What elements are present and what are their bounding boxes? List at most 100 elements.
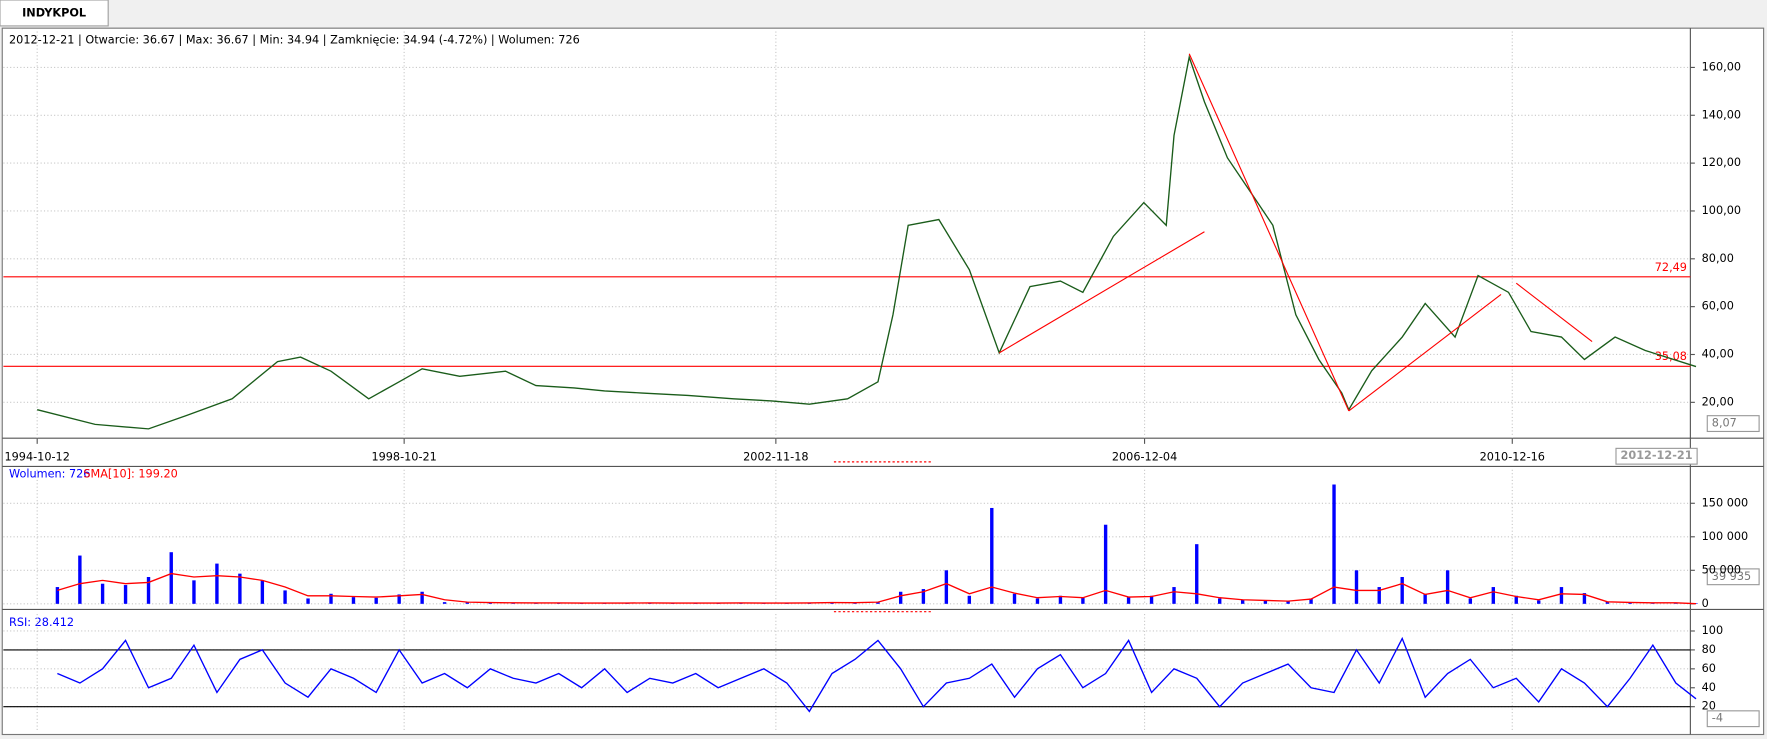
- series-line: [57, 572, 1697, 605]
- series-line: [57, 636, 1697, 713]
- volume-bar: [1377, 587, 1381, 604]
- volume-bar: [1354, 570, 1359, 604]
- volume-bar: [1058, 595, 1063, 604]
- y-tick-label: 0: [1702, 597, 1709, 610]
- badge-box: [1706, 415, 1760, 433]
- volume-bar: [1081, 597, 1085, 604]
- volume-bar: [442, 602, 447, 604]
- volume-bar: [1605, 601, 1610, 604]
- badge-box: [1706, 568, 1760, 586]
- volume-bar: [169, 552, 173, 604]
- volume-bar: [1195, 544, 1199, 604]
- y-tick-label: 100: [1702, 624, 1723, 637]
- volume-bar: [238, 573, 242, 604]
- volume-bar: [898, 591, 903, 604]
- volume-bar: [1309, 598, 1313, 604]
- volume-bar: [1103, 524, 1108, 604]
- volume-bar: [260, 580, 265, 604]
- y-tick-label: 20: [1702, 700, 1716, 713]
- volume-bar: [1628, 602, 1632, 604]
- y-tick-label: 60,00: [1702, 300, 1734, 313]
- volume-bar: [55, 587, 60, 604]
- y-tick-label: 60: [1702, 662, 1716, 675]
- price-badge: 8,07: [1712, 417, 1737, 430]
- chart-panel: [1, 27, 1765, 736]
- trend-line: [1348, 294, 1502, 412]
- volume-bar: [1445, 570, 1450, 604]
- x-tick-label: 2002-11-18: [743, 450, 808, 463]
- volume-bar: [1582, 593, 1587, 604]
- y-tick-label: 50 000: [1702, 563, 1741, 576]
- y-tick-label: 80,00: [1702, 252, 1734, 265]
- volume-bar: [1035, 598, 1040, 604]
- volume-bar: [1149, 595, 1154, 604]
- y-tick-label: 140,00: [1702, 108, 1741, 121]
- y-tick-label: 100 000: [1702, 530, 1749, 543]
- y-tick-label: 100,00: [1702, 204, 1741, 217]
- rsi-legend: RSI: 28.412: [9, 616, 74, 629]
- badge-box: [1615, 447, 1698, 465]
- volume-bar: [990, 507, 994, 604]
- volume-bar: [329, 593, 333, 604]
- volume-bar: [1514, 595, 1518, 604]
- volume-bar: [1559, 587, 1564, 604]
- y-tick-label: 40: [1702, 681, 1716, 694]
- volume-bar: [1172, 587, 1176, 604]
- x-tick-label: 1994-10-12: [4, 450, 69, 463]
- y-tick-label: 150 000: [1702, 496, 1749, 509]
- volume-bar: [1012, 593, 1017, 604]
- volume-bar: [876, 601, 880, 604]
- volume-bar: [192, 580, 196, 604]
- volume-legend: Wolumen: 726: [9, 467, 90, 480]
- y-tick-label: 80: [1702, 643, 1716, 656]
- volume-bar: [1332, 484, 1336, 604]
- x-tick-label: 1998-10-21: [371, 450, 436, 463]
- tab[interactable]: [0, 0, 109, 27]
- volume-bar: [1286, 601, 1290, 604]
- trend-line: [1515, 282, 1593, 343]
- volume-bar: [123, 585, 128, 604]
- volume-bar: [967, 595, 972, 604]
- volume-bar: [78, 555, 82, 604]
- volume-bar: [146, 577, 151, 604]
- y-tick-label: 20,00: [1702, 395, 1734, 408]
- last-date-badge: 2012-12-21: [1621, 449, 1693, 462]
- info-line: 2012-12-21 | Otwarcie: 36.67 | Max: 36.6…: [9, 34, 580, 47]
- volume-bar: [1240, 599, 1245, 604]
- tab-label[interactable]: INDYKPOL: [22, 7, 86, 20]
- volume-bar: [283, 590, 287, 604]
- y-tick-label: 40,00: [1702, 347, 1734, 360]
- volume-bar: [1423, 593, 1427, 604]
- volume-bar: [1537, 600, 1541, 604]
- volume-bar: [397, 594, 401, 604]
- volume-bar: [100, 583, 105, 604]
- volume-bar: [921, 589, 926, 604]
- trend-line: [998, 231, 1205, 354]
- volume-bar: [215, 563, 219, 604]
- sma-legend: SMA[10]: 199.20: [83, 467, 177, 480]
- trend-line: [1188, 53, 1350, 412]
- volume-badge: 39 935: [1712, 570, 1751, 583]
- volume-bar: [1400, 577, 1404, 604]
- volume-bar: [351, 597, 356, 604]
- x-tick-label: 2006-12-04: [1112, 450, 1177, 463]
- rsi-badge: -4: [1712, 712, 1723, 725]
- volume-bar: [1218, 598, 1222, 604]
- volume-bar: [374, 597, 378, 604]
- volume-bar: [465, 602, 469, 604]
- volume-bar: [1468, 598, 1473, 604]
- volume-bar: [420, 591, 424, 604]
- volume-bar: [306, 598, 310, 604]
- volume-bar: [1263, 600, 1268, 604]
- volume-bar: [944, 570, 949, 604]
- series-line: [37, 54, 1697, 430]
- x-tick-label: 2010-12-16: [1480, 450, 1545, 463]
- level-label: 72,49: [1655, 261, 1687, 274]
- y-tick-label: 120,00: [1702, 156, 1741, 169]
- level-label: 35,08: [1655, 350, 1687, 363]
- badge-box: [1706, 710, 1760, 728]
- volume-bar: [488, 602, 492, 604]
- volume-bar: [1126, 597, 1131, 604]
